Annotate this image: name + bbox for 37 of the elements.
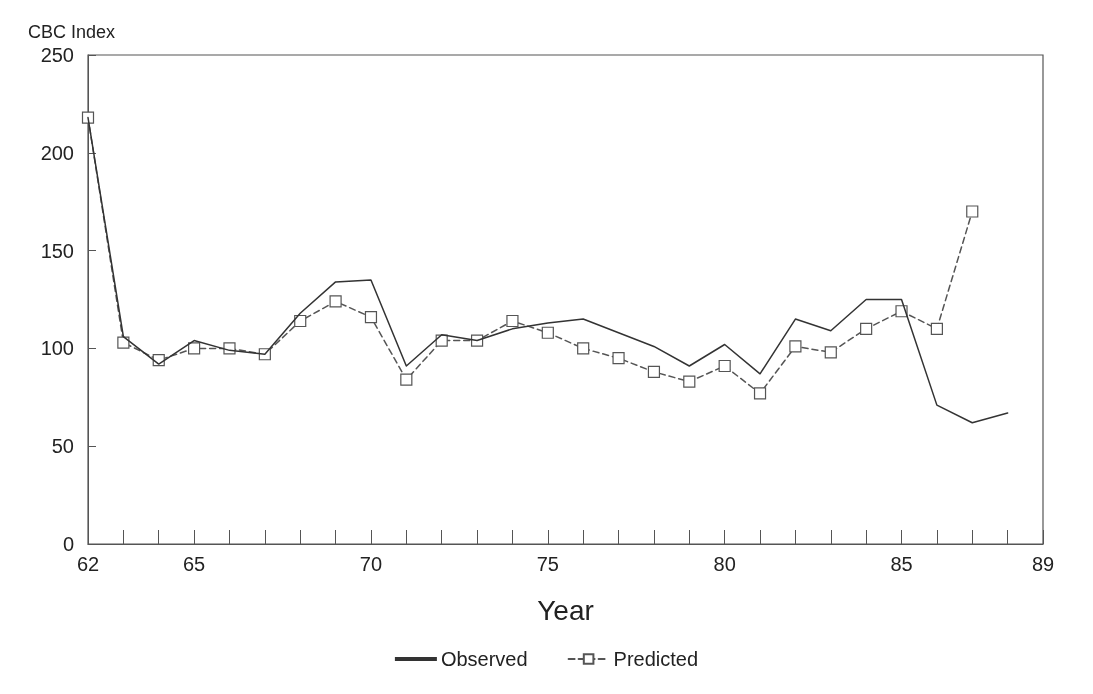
x-tick-label: 65 bbox=[182, 553, 206, 575]
point bbox=[930, 322, 943, 335]
x-axis-title: Year bbox=[537, 594, 594, 626]
x-tick-label: 62 bbox=[76, 553, 100, 575]
point bbox=[541, 326, 554, 339]
point bbox=[612, 352, 625, 365]
y-tick-label: 200 bbox=[40, 141, 74, 164]
y-tick-label: 0 bbox=[62, 533, 74, 555]
point bbox=[860, 322, 873, 335]
point bbox=[824, 346, 837, 359]
point bbox=[117, 336, 130, 349]
point bbox=[753, 387, 767, 400]
point bbox=[577, 342, 590, 355]
point bbox=[364, 311, 378, 324]
point bbox=[400, 373, 413, 386]
point bbox=[329, 295, 342, 308]
point bbox=[683, 375, 696, 388]
x-tick-label: 80 bbox=[713, 553, 736, 575]
y-axis-title: CBC Index bbox=[28, 22, 116, 42]
point bbox=[966, 205, 979, 218]
point bbox=[718, 359, 731, 373]
point bbox=[647, 365, 661, 378]
point bbox=[506, 314, 519, 328]
x-tick-label: 75 bbox=[536, 553, 559, 575]
y-tick-label: 50 bbox=[51, 435, 74, 458]
legend-label: Observed bbox=[440, 648, 528, 670]
point bbox=[789, 340, 802, 353]
x-tick-label: 85 bbox=[890, 553, 913, 575]
x-tick-label: 70 bbox=[359, 553, 383, 575]
legend-label: Predicted bbox=[613, 648, 699, 670]
x-tick-label: 89 bbox=[1031, 553, 1055, 575]
y-tick-label: 150 bbox=[40, 239, 74, 262]
point bbox=[188, 342, 201, 355]
point bbox=[81, 111, 95, 124]
y-tick-label: 250 bbox=[40, 44, 74, 66]
y-tick-label: 100 bbox=[40, 337, 74, 360]
point bbox=[294, 314, 307, 328]
